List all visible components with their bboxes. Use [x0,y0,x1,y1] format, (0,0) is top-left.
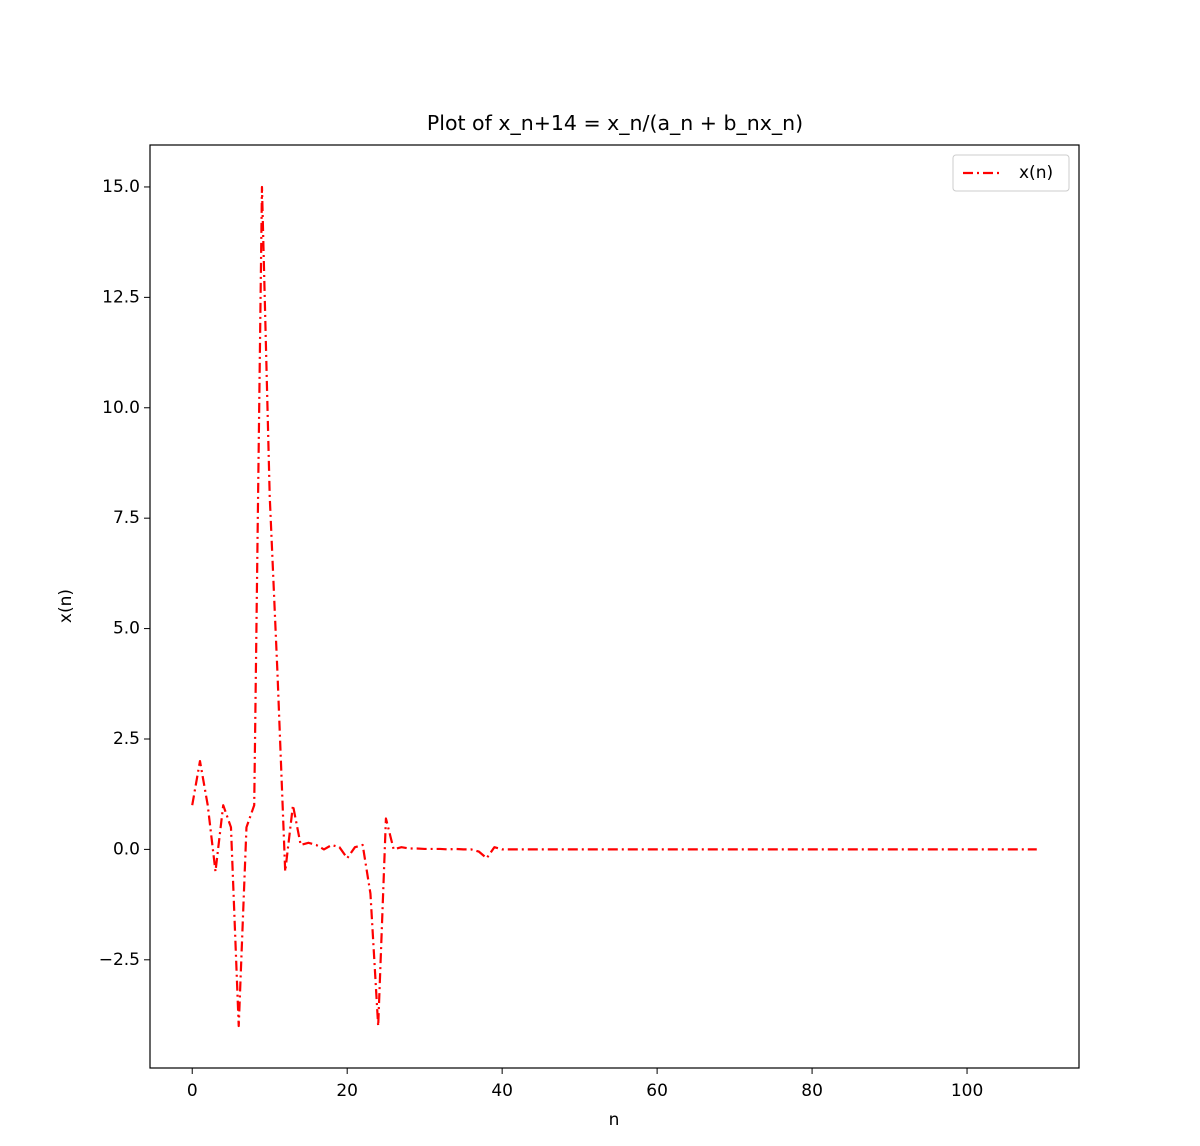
y-tick-label: 2.5 [113,729,140,749]
y-tick-label: 15.0 [102,177,140,197]
x-axis-label: n [609,1110,620,1130]
y-tick-label: 0.0 [113,839,140,859]
legend-label: x(n) [1019,163,1053,183]
x-tick-label: 80 [801,1081,823,1101]
y-tick-label: 5.0 [113,619,140,639]
y-tick-label: 7.5 [113,508,140,528]
y-tick-label: 10.0 [102,398,140,418]
y-axis-label: x(n) [56,589,76,623]
x-tick-label: 40 [491,1081,513,1101]
axes-frame [149,144,1080,1069]
y-tick-label: −2.5 [99,950,140,970]
x-tick-label: 0 [187,1081,198,1101]
data-line [191,185,1037,1028]
x-tick-label: 60 [646,1081,668,1101]
x-tick-label: 20 [336,1081,358,1101]
x-tick-label: 100 [951,1081,983,1101]
chart-title: Plot of x_n+14 = x_n/(a_n + b_nx_n) [427,111,803,136]
legend-box [952,154,1070,192]
y-tick-label: 12.5 [102,287,140,307]
